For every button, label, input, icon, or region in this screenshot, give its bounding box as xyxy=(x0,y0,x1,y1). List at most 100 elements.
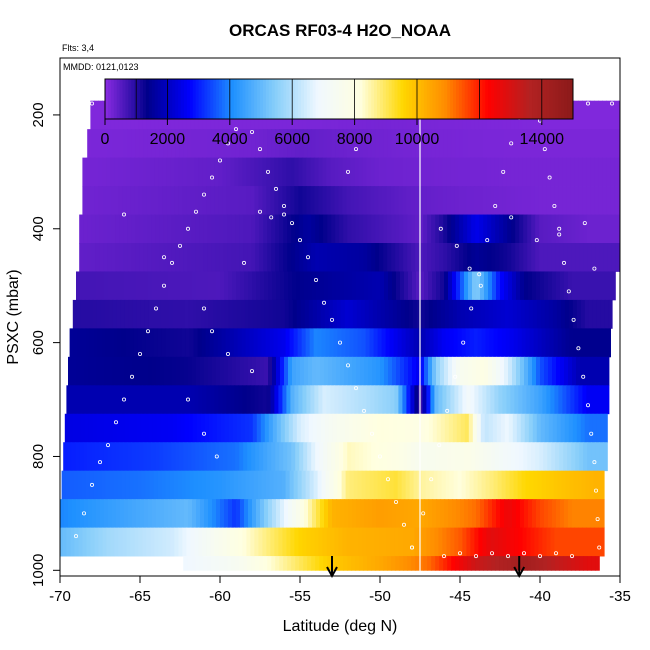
heatmap-cell xyxy=(543,243,548,272)
heatmap-cell xyxy=(454,186,459,215)
heatmap-cell xyxy=(98,385,103,415)
track-point xyxy=(542,147,547,152)
heatmap-cell xyxy=(571,129,576,159)
heatmap-cell xyxy=(588,271,593,301)
heatmap-cell xyxy=(486,385,491,415)
track-point xyxy=(249,129,254,134)
heatmap-cell xyxy=(531,556,536,571)
heatmap-cell xyxy=(256,271,261,301)
heatmap-cell xyxy=(439,129,444,159)
heatmap-cell xyxy=(95,243,100,272)
heatmap-cell xyxy=(526,157,531,187)
heatmap-cell xyxy=(516,413,522,443)
heatmap-cell xyxy=(81,328,87,358)
heatmap-cell xyxy=(397,328,403,358)
heatmap-cell xyxy=(429,470,435,500)
colorbar-swatch xyxy=(467,79,472,119)
heatmap-cell xyxy=(376,299,382,329)
heatmap-cell xyxy=(569,470,575,500)
heatmap-cell xyxy=(326,385,331,415)
heatmap-cell xyxy=(81,470,87,500)
heatmap-cell xyxy=(576,356,581,386)
heatmap-cell xyxy=(142,385,147,415)
colorbar-swatch xyxy=(350,79,355,119)
heatmap-cell xyxy=(556,499,561,529)
heatmap-cell xyxy=(274,385,279,415)
heatmap-cell xyxy=(76,413,82,443)
heatmap-cell xyxy=(347,556,352,571)
heatmap-cell xyxy=(123,129,128,159)
heatmap-cell xyxy=(395,442,400,472)
heatmap-cell xyxy=(231,442,236,472)
colorbar-swatch xyxy=(388,79,393,119)
heatmap-cell xyxy=(560,499,565,529)
heatmap-cell xyxy=(470,157,475,187)
track-point xyxy=(592,266,597,271)
heatmap-cell xyxy=(214,385,219,415)
heatmap-cell xyxy=(140,299,146,329)
heatmap-cell xyxy=(518,186,523,215)
heatmap-cell xyxy=(100,499,105,529)
heatmap-cell xyxy=(587,214,592,244)
heatmap-cell xyxy=(151,129,156,159)
heatmap-cell xyxy=(596,356,601,386)
heatmap-cell xyxy=(598,100,603,130)
heatmap-cell xyxy=(176,299,182,329)
heatmap-cell xyxy=(279,214,284,244)
colorbar-swatch xyxy=(356,79,360,119)
colorbar-swatch xyxy=(382,79,387,119)
track-point xyxy=(345,363,350,368)
heatmap-cell xyxy=(192,271,197,301)
heatmap-cell xyxy=(413,328,419,358)
y-tick-label: 400 xyxy=(30,216,47,241)
heatmap-cell xyxy=(106,157,111,187)
heatmap-cell xyxy=(445,328,451,358)
heatmap-cell xyxy=(359,129,364,159)
heatmap-cell xyxy=(434,527,439,557)
heatmap-cell xyxy=(443,442,448,472)
heatmap-cell xyxy=(450,186,455,215)
track-point xyxy=(552,203,557,208)
heatmap-cell xyxy=(194,186,199,215)
heatmap-cell xyxy=(144,499,149,529)
heatmap-cell xyxy=(576,271,581,301)
heatmap-cell xyxy=(496,499,501,529)
heatmap-cell xyxy=(491,556,496,571)
track-point xyxy=(161,255,166,260)
heatmap-cell xyxy=(460,356,465,386)
heatmap-cell xyxy=(423,243,428,272)
heatmap-cell xyxy=(213,328,219,358)
heatmap-cell xyxy=(103,214,108,244)
heatmap-cell xyxy=(227,556,232,571)
heatmap-cell xyxy=(207,442,212,472)
heatmap-cell xyxy=(488,299,494,329)
heatmap-cell xyxy=(408,413,414,443)
heatmap-cell xyxy=(182,186,187,215)
heatmap-cell xyxy=(411,556,416,571)
heatmap-cell xyxy=(472,271,477,301)
heatmap-cell xyxy=(260,299,266,329)
heatmap-cell xyxy=(305,328,311,358)
heatmap-cell xyxy=(252,271,257,301)
heatmap-cell xyxy=(425,328,431,358)
heatmap-cell xyxy=(301,328,307,358)
heatmap-cell xyxy=(289,328,295,358)
colorbar-swatch xyxy=(526,79,530,119)
heatmap-cell xyxy=(132,299,138,329)
colorbar-swatch xyxy=(207,79,211,119)
heatmap-cell xyxy=(600,356,605,386)
heatmap-cell xyxy=(172,299,178,329)
heatmap-cell xyxy=(527,442,532,472)
heatmap-cell xyxy=(546,186,551,215)
heatmap-cell xyxy=(493,470,499,500)
heatmap-cell xyxy=(580,299,586,329)
heatmap-cell xyxy=(447,243,452,272)
heatmap-cell xyxy=(487,442,492,472)
heatmap-cell xyxy=(221,470,227,500)
heatmap-cell xyxy=(270,157,275,187)
track-point xyxy=(177,243,182,248)
colorbar-swatch xyxy=(198,79,203,119)
heatmap-cell xyxy=(218,385,223,415)
heatmap-cell xyxy=(244,299,250,329)
heatmap-cell xyxy=(426,157,431,187)
